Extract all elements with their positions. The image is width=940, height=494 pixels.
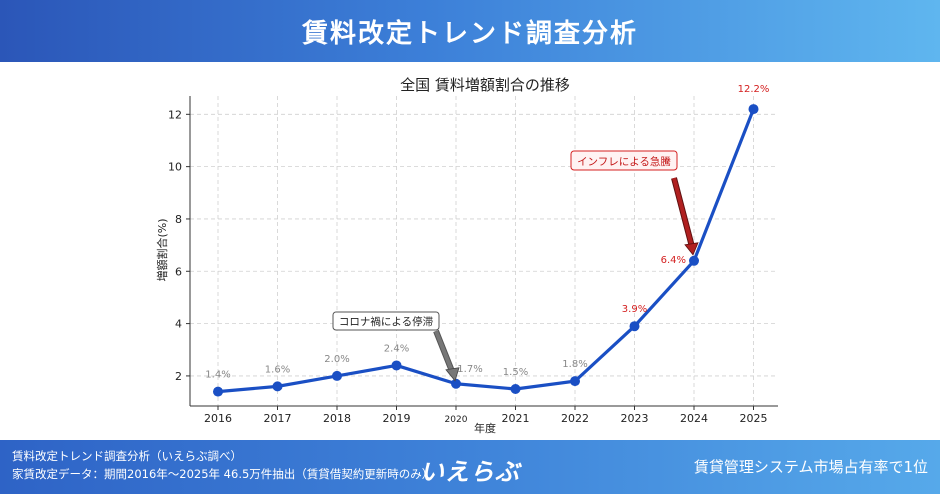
y-tick-label: 4 xyxy=(175,318,182,331)
x-tick-label: 2024 xyxy=(680,412,708,425)
data-point xyxy=(629,321,640,332)
y-tick-label: 2 xyxy=(175,370,182,383)
series-line xyxy=(217,108,755,394)
x-tick-label: 2022 xyxy=(561,412,589,425)
x-tick-label: 2025 xyxy=(740,412,768,425)
y-tick-label: 12 xyxy=(168,108,182,121)
data-label: 6.4% xyxy=(661,255,686,266)
chart-grid xyxy=(190,96,778,406)
x-tick-label: 2016 xyxy=(204,412,232,425)
annotation-box xyxy=(570,150,678,171)
data-label: 2.0% xyxy=(324,354,349,365)
y-tick-label: 10 xyxy=(168,161,182,174)
annotation-arrow-shaft xyxy=(434,330,455,375)
x-tick-label: 2019 xyxy=(383,412,411,425)
x-axis-label: 年度 xyxy=(474,421,496,435)
data-point xyxy=(451,378,461,389)
data-label: 1.8% xyxy=(562,359,587,370)
x-tick-label: 2023 xyxy=(621,412,649,425)
data-point xyxy=(272,381,283,392)
data-label: 1.6% xyxy=(265,364,290,375)
annotation-covid: コロナ禍による停滞 xyxy=(332,311,460,382)
footer-source-line: 賃料改定トレンド調査分析（いえらぶ調べ） xyxy=(12,449,242,463)
annotation-arrow-head xyxy=(684,242,699,256)
footer-slogan: 賃貸管理システム市場占有率で1位 xyxy=(693,458,928,476)
footer-banner: 賃料改定トレンド調査分析（いえらぶ調べ） 家賃改定データ：期間2016年〜202… xyxy=(0,440,940,494)
brand-logo: いえらぶ xyxy=(420,458,520,486)
data-point xyxy=(332,370,342,381)
data-point xyxy=(510,383,521,394)
chart-axes xyxy=(189,96,778,407)
x-tick-label: 2020 xyxy=(445,415,468,425)
x-tick-label: 2021 xyxy=(502,412,530,425)
line-chart: 全国 賃料増額割合の推移 2 4 6 8 10 12 2016 2017 2018 2019 202… xyxy=(155,76,778,435)
chart-ticks: 2 4 6 8 10 12 2016 2017 2018 2019 2020 2021 2022 2023… xyxy=(168,108,768,425)
annotation-arrow-head xyxy=(445,367,460,382)
header-banner: 賃料改定トレンド調査分析 xyxy=(0,0,940,62)
chart-series: 1.4% 1.6% 2.0% 2.4% 1.7% 1.5% 1.8% 3.9% 6.4% 12.2… xyxy=(205,84,769,397)
annotation-arrow-shaft xyxy=(672,177,694,248)
chart-annotations: コロナ禍による停滞 インフレによる急騰 xyxy=(332,150,699,382)
annotation-text: インフレによる急騰 xyxy=(577,155,671,168)
y-axis-label: 増額割合(%) xyxy=(155,218,169,281)
data-point xyxy=(391,360,402,371)
y-tick-label: 8 xyxy=(175,213,182,226)
data-label: 2.4% xyxy=(384,343,409,354)
data-point xyxy=(748,104,759,115)
data-label: 12.2% xyxy=(738,84,770,95)
data-label: 1.4% xyxy=(205,370,230,381)
annotation-box xyxy=(332,311,440,331)
x-tick-label: 2017 xyxy=(264,412,292,425)
data-point xyxy=(689,255,699,266)
data-label: 1.7% xyxy=(457,364,482,375)
footer-data-line: 家賃改定データ：期間2016年〜2025年 46.5万件抽出（賃貸借契約更新時の… xyxy=(12,467,434,481)
data-label: 1.5% xyxy=(503,367,528,378)
data-point xyxy=(570,376,580,387)
annotation-inflation: インフレによる急騰 xyxy=(570,150,699,256)
x-tick-label: 2018 xyxy=(323,412,351,425)
data-point xyxy=(213,386,223,397)
y-tick-label: 6 xyxy=(175,265,182,278)
page-title: 賃料改定トレンド調査分析 xyxy=(301,18,638,49)
chart-title: 全国 賃料増額割合の推移 xyxy=(400,76,570,94)
annotation-text: コロナ禍による停滞 xyxy=(339,315,433,328)
data-label: 3.9% xyxy=(622,304,647,315)
